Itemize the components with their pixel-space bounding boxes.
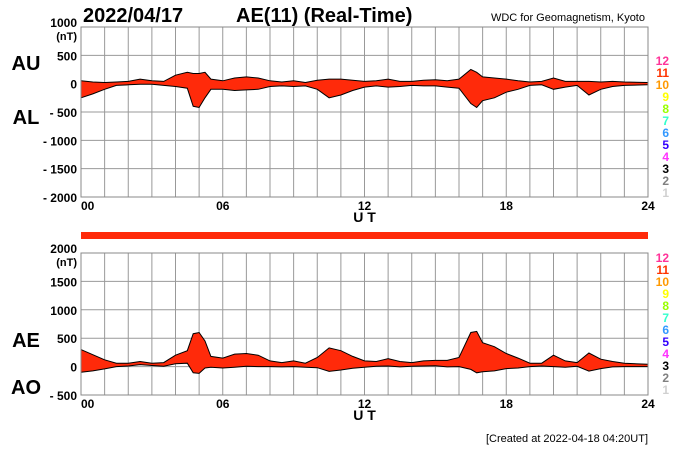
chart-title: AE(11) (Real-Time): [236, 5, 412, 27]
y-unit-label: (nT): [56, 257, 77, 269]
station-legend-item: 7: [662, 311, 669, 325]
y-tick-label: 1000: [50, 16, 77, 30]
station-legend-item: 6: [662, 126, 669, 140]
x-tick-label: 24: [641, 397, 655, 411]
station-legend-item: 2: [662, 174, 669, 188]
station-legend-item: 6: [662, 323, 669, 337]
station-legend-item: 5: [662, 138, 669, 152]
station-legend-item: 10: [656, 275, 670, 289]
x-tick-label: 06: [216, 397, 230, 411]
series-label-al: AL: [13, 107, 40, 129]
x-tick-label: 00: [81, 397, 95, 411]
station-legend-item: 11: [656, 66, 669, 80]
station-legend-item: 1: [662, 383, 669, 397]
series-label-ao: AO: [11, 377, 41, 399]
y-tick-label: 1000: [50, 304, 77, 318]
y-tick-label: - 500: [50, 106, 78, 120]
station-legend-item: 3: [662, 359, 669, 373]
y-tick-label: 500: [57, 332, 77, 346]
x-tick-label: 24: [641, 199, 655, 213]
y-unit-label: (nT): [56, 31, 77, 43]
plot-frame: [80, 26, 649, 198]
station-legend-item: 2: [662, 371, 669, 385]
y-tick-label: 2000: [50, 242, 77, 256]
y-tick-label: - 1500: [43, 163, 77, 177]
station-legend-item: 11: [656, 263, 669, 277]
x-tick-label: 12: [358, 397, 372, 411]
created-timestamp: [Created at 2022-04-18 04:20UT]: [486, 433, 648, 445]
y-tick-label: 500: [57, 49, 77, 63]
source-label: WDC for Geomagnetism, Kyoto: [491, 12, 645, 24]
y-tick-label: - 2000: [43, 191, 77, 205]
x-tick-label: 00: [81, 199, 95, 213]
date-title: 2022/04/17: [83, 5, 183, 27]
series-line-au: [80, 68, 649, 84]
x-axis-label: U T: [353, 209, 376, 225]
series-label-ae: AE: [12, 330, 40, 352]
station-legend-item: 9: [662, 287, 669, 301]
station-legend-item: 1: [662, 186, 669, 200]
station-legend-item: 7: [662, 114, 669, 128]
y-tick-label: 1500: [50, 275, 77, 289]
station-legend-item: 9: [662, 90, 669, 104]
station-legend-item: 8: [662, 102, 669, 116]
station-legend-item: 12: [656, 251, 670, 265]
series-area-ae-ao: [81, 331, 648, 374]
y-tick-label: 0: [70, 361, 77, 375]
x-tick-label: 06: [216, 199, 230, 213]
x-axis-label: U T: [353, 407, 376, 423]
station-legend-item: 4: [662, 347, 669, 361]
y-tick-label: - 500: [50, 389, 78, 403]
x-tick-label: 18: [500, 397, 514, 411]
station-legend-item: 10: [656, 78, 670, 92]
station-legend-item: 5: [662, 335, 669, 349]
station-legend-item: 12: [656, 54, 670, 68]
y-tick-label: - 1000: [43, 134, 77, 148]
series-area-au-al: [81, 69, 648, 108]
series-line-ao: [80, 362, 648, 374]
x-tick-label: 12: [358, 199, 372, 213]
plot-frame: [80, 252, 649, 396]
y-tick-label: 0: [70, 78, 77, 92]
x-tick-label: 18: [500, 199, 514, 213]
series-label-au: AU: [12, 53, 41, 75]
data-coverage-bar: [81, 232, 648, 239]
series-line-al: [80, 83, 649, 109]
station-legend-item: 3: [662, 162, 669, 176]
station-legend-item: 4: [662, 150, 669, 164]
station-legend-item: 8: [662, 299, 669, 313]
series-line-ae: [80, 330, 649, 365]
